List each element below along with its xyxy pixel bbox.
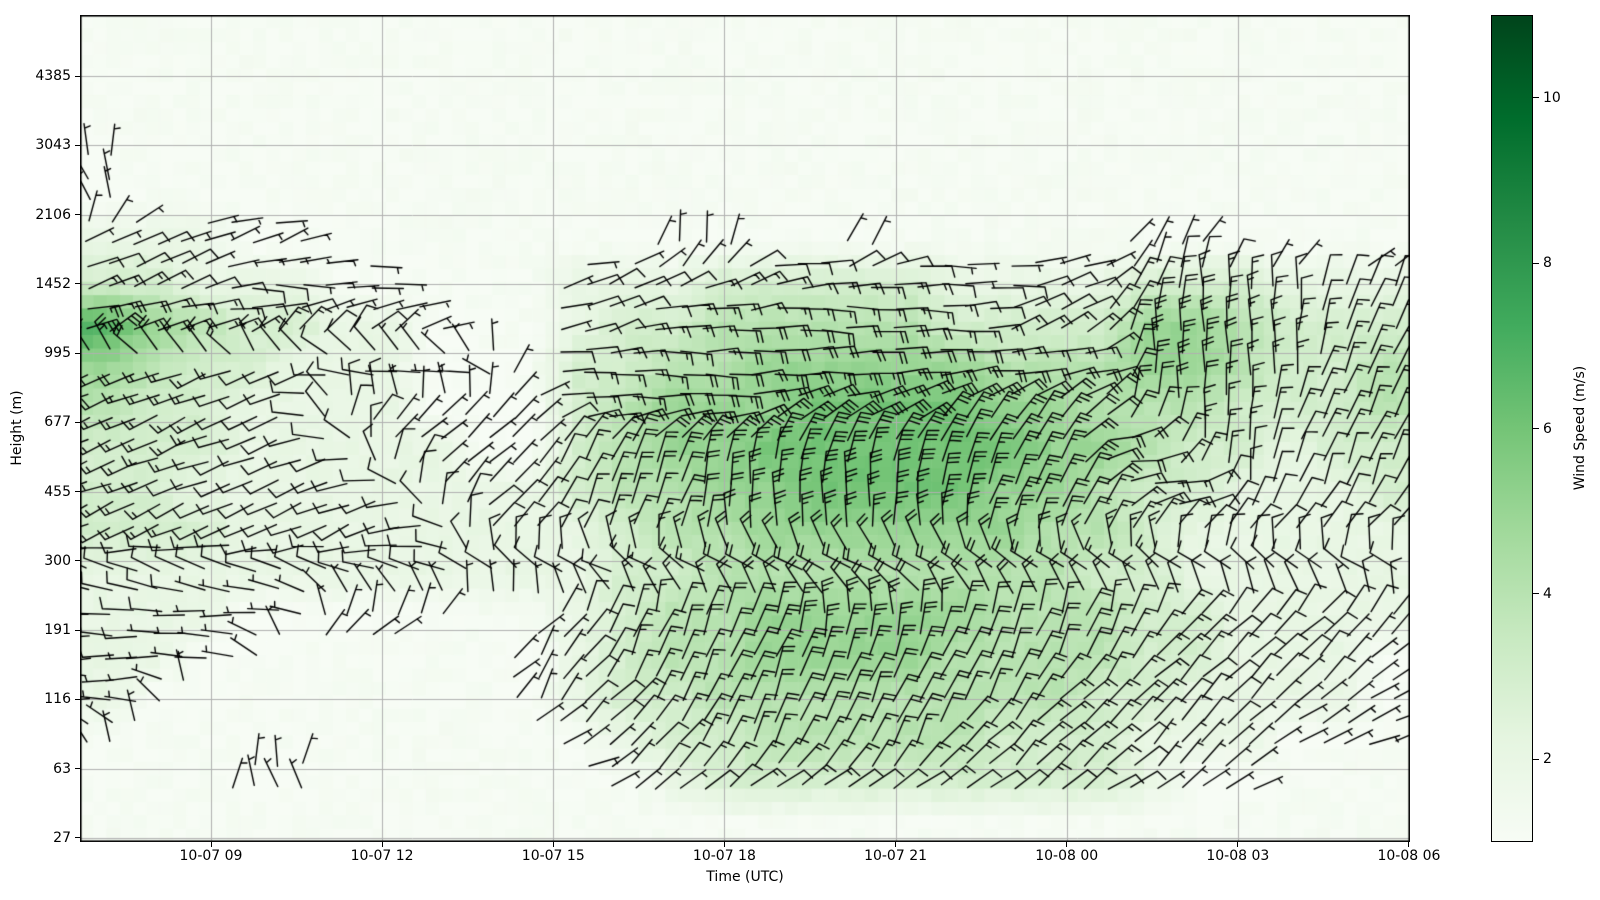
y-tick-mark — [75, 768, 80, 770]
y-tick-mark — [75, 75, 80, 77]
y-tick-label: 4385 — [35, 68, 71, 84]
x-tick-mark — [723, 842, 725, 847]
y-tick-mark — [75, 698, 80, 700]
x-tick-label: 10-08 06 — [1377, 848, 1441, 864]
y-tick-label: 27 — [53, 829, 71, 846]
colorbar-tick-mark — [1533, 262, 1539, 264]
y-tick-mark — [75, 352, 80, 354]
colorbar — [1491, 15, 1533, 842]
y-tick-mark — [75, 283, 80, 285]
y-tick-mark — [75, 144, 80, 146]
x-tick-label: 10-07 09 — [179, 848, 243, 864]
wind-barb-heatmap-canvas — [80, 15, 1410, 842]
y-tick-label: 455 — [44, 483, 71, 500]
x-tick-label: 10-08 00 — [1035, 848, 1099, 864]
x-tick-label: 10-07 21 — [864, 848, 928, 864]
colorbar-label: Wind Speed (m/s) — [1572, 365, 1588, 491]
y-tick-mark — [75, 837, 80, 839]
y-tick-label: 1452 — [35, 275, 71, 292]
x-tick-mark — [552, 842, 554, 847]
colorbar-tick-label: 4 — [1543, 585, 1552, 602]
y-tick-mark — [75, 491, 80, 493]
colorbar-tick-label: 6 — [1543, 420, 1552, 437]
y-axis-label: Height (m) — [9, 390, 25, 466]
x-tick-mark — [895, 842, 897, 847]
x-tick-label: 10-07 15 — [521, 848, 585, 864]
x-tick-mark — [1066, 842, 1068, 847]
colorbar-tick-mark — [1533, 428, 1539, 429]
colorbar-tick-label: 2 — [1543, 751, 1552, 768]
y-tick-label: 2106 — [35, 206, 71, 223]
colorbar-tick-label: 8 — [1543, 255, 1552, 272]
y-tick-mark — [75, 421, 80, 423]
y-tick-label: 300 — [44, 552, 71, 569]
x-tick-mark — [210, 842, 212, 847]
x-tick-label: 10-07 12 — [350, 848, 414, 864]
colorbar-tick-mark — [1533, 593, 1539, 595]
y-tick-label: 677 — [44, 414, 71, 431]
x-axis-label: Time (UTC) — [706, 869, 784, 885]
y-tick-label: 995 — [44, 345, 71, 362]
colorbar-tick-label: 10 — [1543, 89, 1561, 106]
y-tick-label: 191 — [44, 622, 71, 639]
y-tick-label: 116 — [44, 691, 71, 708]
x-tick-label: 10-07 18 — [692, 848, 756, 864]
y-tick-mark — [75, 629, 80, 631]
y-tick-label: 3043 — [35, 137, 71, 154]
colorbar-tick-mark — [1533, 758, 1539, 760]
colorbar-tick-mark — [1533, 97, 1539, 99]
x-tick-mark — [1237, 842, 1239, 847]
x-tick-mark — [1408, 842, 1410, 847]
y-tick-label: 63 — [53, 760, 71, 777]
x-tick-mark — [381, 842, 383, 847]
y-tick-mark — [75, 214, 80, 216]
y-tick-mark — [75, 560, 80, 562]
x-tick-label: 10-08 03 — [1206, 848, 1270, 864]
